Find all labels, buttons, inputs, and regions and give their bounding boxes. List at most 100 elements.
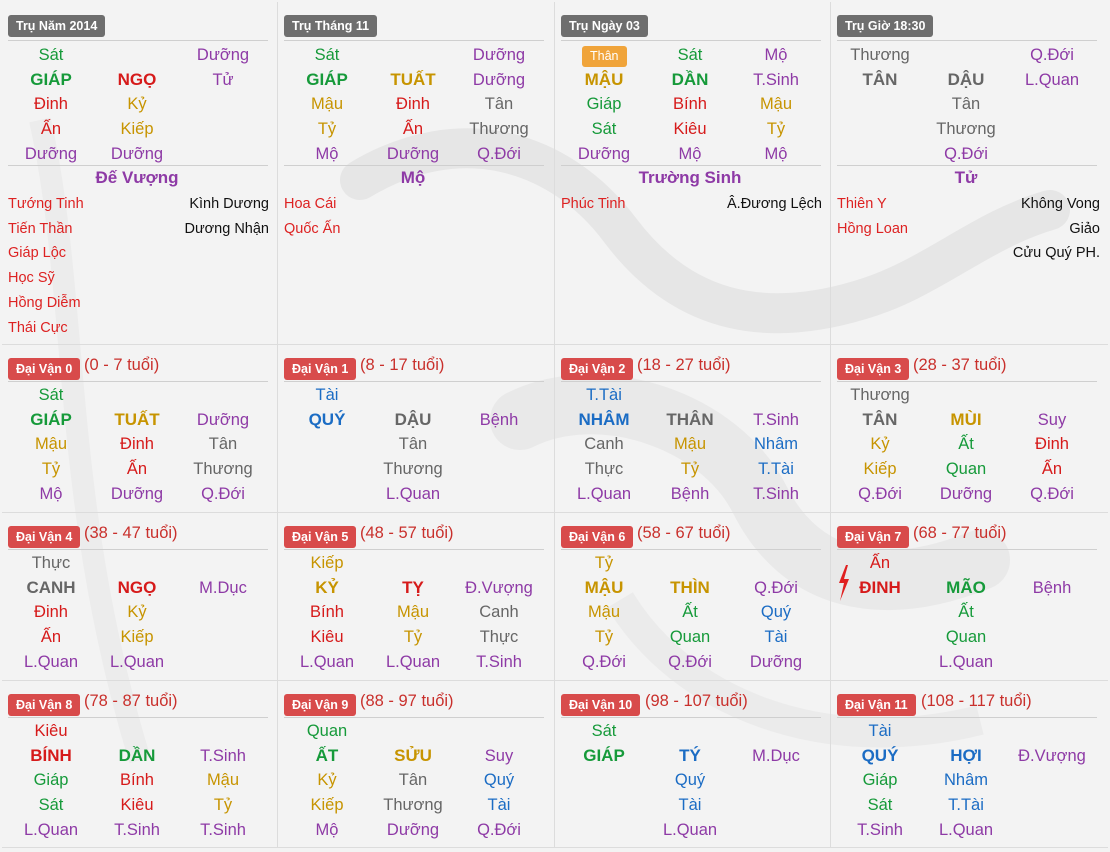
chart-term xyxy=(1009,383,1095,407)
chart-term: Mậu xyxy=(396,603,430,622)
age-range: (98 - 107 tuổi) xyxy=(645,692,748,710)
chart-term: Ấn xyxy=(869,554,891,572)
stem-branch-row: ĐINH MÃO Bệnh xyxy=(837,576,1095,600)
chart-term: Kiêu xyxy=(310,628,344,647)
chart-term: Thương xyxy=(383,796,443,815)
chart-term xyxy=(837,650,923,674)
chart-term: TÂN xyxy=(862,409,898,429)
chart-term: Q.Đới xyxy=(668,652,712,671)
chart-term xyxy=(456,719,542,743)
star-label: Hồng Diễm xyxy=(8,294,81,311)
chart-term: NGỌ xyxy=(117,69,157,89)
pillar-cell: Trụ Giờ 18:30 Thương Q.Đới TÂN DẬU L.Quan Tân T… xyxy=(831,2,1108,345)
chart-term: Bính xyxy=(310,603,344,622)
chart-term xyxy=(370,43,456,67)
pillar-badge: Trụ Tháng 11 xyxy=(284,15,378,37)
chart-term: Giáp xyxy=(862,771,898,790)
stem-branch-row: Thương xyxy=(284,457,542,481)
chart-term xyxy=(180,719,266,743)
chart-term: Thực xyxy=(584,460,624,479)
stem-branch-row: CANH NGỌ M.Dục xyxy=(8,576,266,600)
chart-term: Tử xyxy=(212,70,234,89)
chart-term: Dưỡng xyxy=(939,484,993,503)
stem-branch-row: ẤT SỬU Suy xyxy=(284,744,542,768)
chart-term xyxy=(923,719,1009,743)
stem-branch-row: Q.Đới xyxy=(837,142,1095,166)
chart-term: DẬU xyxy=(394,409,432,429)
chart-term: T.Tài xyxy=(586,386,622,404)
chart-term: T.Tài xyxy=(948,796,984,815)
chart-term xyxy=(733,793,819,817)
chart-term: Đ.Vượng xyxy=(1018,746,1086,765)
chart-term: Q.Đới xyxy=(754,578,798,597)
dai-van-cell: Đại Vận 0 (0 - 7 tuổi) Sát GIÁP TUẤT Dưỡng Mậu… xyxy=(2,345,278,513)
chart-term: L.Quan xyxy=(938,820,994,839)
chart-term: Đinh xyxy=(34,603,68,622)
chart-term: Quý xyxy=(760,603,792,622)
divider xyxy=(284,165,544,166)
chart-term: Tài xyxy=(315,386,339,404)
chart-term: Dưỡng xyxy=(386,820,440,839)
chart-term: DẦN xyxy=(118,745,156,765)
dai-van-cell: Đại Vận 10 (98 - 107 tuổi) Sát GIÁP TÝ M.Dục Q… xyxy=(555,681,831,848)
chart-term: MẬU xyxy=(584,69,624,89)
chart-term: MÙI xyxy=(950,409,982,429)
chart-term: Q.Đới xyxy=(201,484,245,503)
chart-term: Mộ xyxy=(678,144,702,163)
chart-term: Sát xyxy=(677,46,703,64)
chart-term xyxy=(1009,92,1095,116)
chart-term: L.Quan xyxy=(299,652,355,671)
chart-term: Mậu xyxy=(673,435,707,454)
chart-term xyxy=(1009,818,1095,842)
stem-branch-row: Sát Dưỡng xyxy=(8,43,266,67)
star-label: Hoa Cái xyxy=(284,196,337,212)
chart-term: L.Quan xyxy=(576,484,632,503)
age-range: (8 - 17 tuổi) xyxy=(360,356,445,374)
chart-term: TÝ xyxy=(679,745,701,765)
chart-term xyxy=(180,383,266,407)
age-range: (108 - 117 tuổi) xyxy=(921,692,1032,710)
divider xyxy=(837,381,1097,382)
stem-branch-row: Thực xyxy=(8,551,266,575)
stem-branch-row: Sát Mộ xyxy=(561,43,819,67)
chart-term: Ấn xyxy=(40,120,62,139)
stem-branch-row: L.Quan T.Sinh T.Sinh xyxy=(8,818,266,842)
stem-branch-row: Mậu Đinh Tân xyxy=(8,432,266,456)
stem-branch-row: Ấn Kiếp xyxy=(8,117,266,141)
stem-branch-row: Thương Q.Đới xyxy=(837,43,1095,67)
stem-branch-row: Giáp Bính Mậu xyxy=(8,768,266,792)
chart-term: Thực xyxy=(479,628,519,647)
chart-term: Canh xyxy=(584,435,624,454)
stem-branch-row: Mậu Đinh Tân xyxy=(284,92,542,116)
stem-branch-row: Canh Mậu Nhâm xyxy=(561,432,819,456)
stem-branch-row: Thương xyxy=(837,383,1095,407)
chart-term: Giáp xyxy=(586,95,622,114)
stem-branch-row: GIÁP TUẤT Dưỡng xyxy=(284,68,542,92)
chart-term xyxy=(733,768,819,792)
chart-term: Tỷ xyxy=(41,460,61,479)
chart-term: KỶ xyxy=(315,577,339,597)
chart-term: Thương xyxy=(936,120,996,139)
chart-term xyxy=(647,719,733,743)
chart-term: Tài xyxy=(487,796,511,815)
chart-term: Thương xyxy=(193,460,253,479)
stem-branch-row: NHÂM THÂN T.Sinh xyxy=(561,408,819,432)
chart-term: Mộ xyxy=(315,144,339,163)
chart-term: T.Sinh xyxy=(200,746,246,765)
chart-term: L.Quan xyxy=(662,820,718,839)
stem-branch-row: QUÝ DẬU Bệnh xyxy=(284,408,542,432)
chart-term: Tỷ xyxy=(594,628,614,647)
dai-van-cell: Đại Vận 7 (68 - 77 tuổi) Ấn ĐINH MÃO Bệnh Ất Qu… xyxy=(831,513,1108,681)
dai-van-badge: Đại Vận 9 xyxy=(284,694,357,716)
chart-term: Tỷ xyxy=(403,628,423,647)
age-range: (78 - 87 tuổi) xyxy=(84,692,178,710)
chart-term xyxy=(284,482,370,506)
chart-term: Tân xyxy=(951,95,981,114)
life-stage-label: Tử xyxy=(954,168,978,187)
dai-van-badge: Đại Vận 6 xyxy=(561,526,634,548)
chart-term: T.Sinh xyxy=(476,652,522,671)
stem-branch-row: Tỷ Quan Tài xyxy=(561,625,819,649)
chart-term: Mộ xyxy=(39,484,63,503)
chart-term xyxy=(837,92,923,116)
chart-term xyxy=(1009,551,1095,575)
